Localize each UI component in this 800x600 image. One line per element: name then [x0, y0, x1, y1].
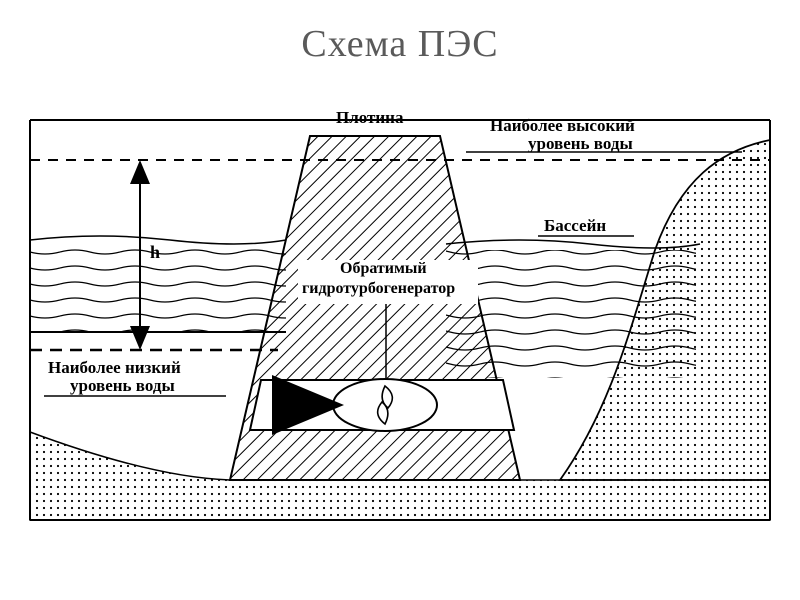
label-high-water-1: Наиболее высокий — [490, 116, 635, 136]
label-high-water-2: уровень воды — [528, 134, 633, 154]
label-dam: Плотина — [336, 108, 403, 128]
label-turbine-1: Обратимый — [340, 260, 427, 278]
label-turbine-2: гидротурбогенератор — [302, 280, 455, 298]
label-low-water-2: уровень воды — [70, 376, 175, 396]
label-low-water-1: Наиболее низкий — [48, 358, 181, 378]
diagram-canvas: Плотина Наиболее высокий уровень воды h … — [0, 100, 800, 600]
label-basin: Бассейн — [544, 216, 606, 236]
diagram-svg — [0, 100, 800, 600]
label-h: h — [150, 242, 160, 263]
page-title: Схема ПЭС — [0, 0, 800, 66]
